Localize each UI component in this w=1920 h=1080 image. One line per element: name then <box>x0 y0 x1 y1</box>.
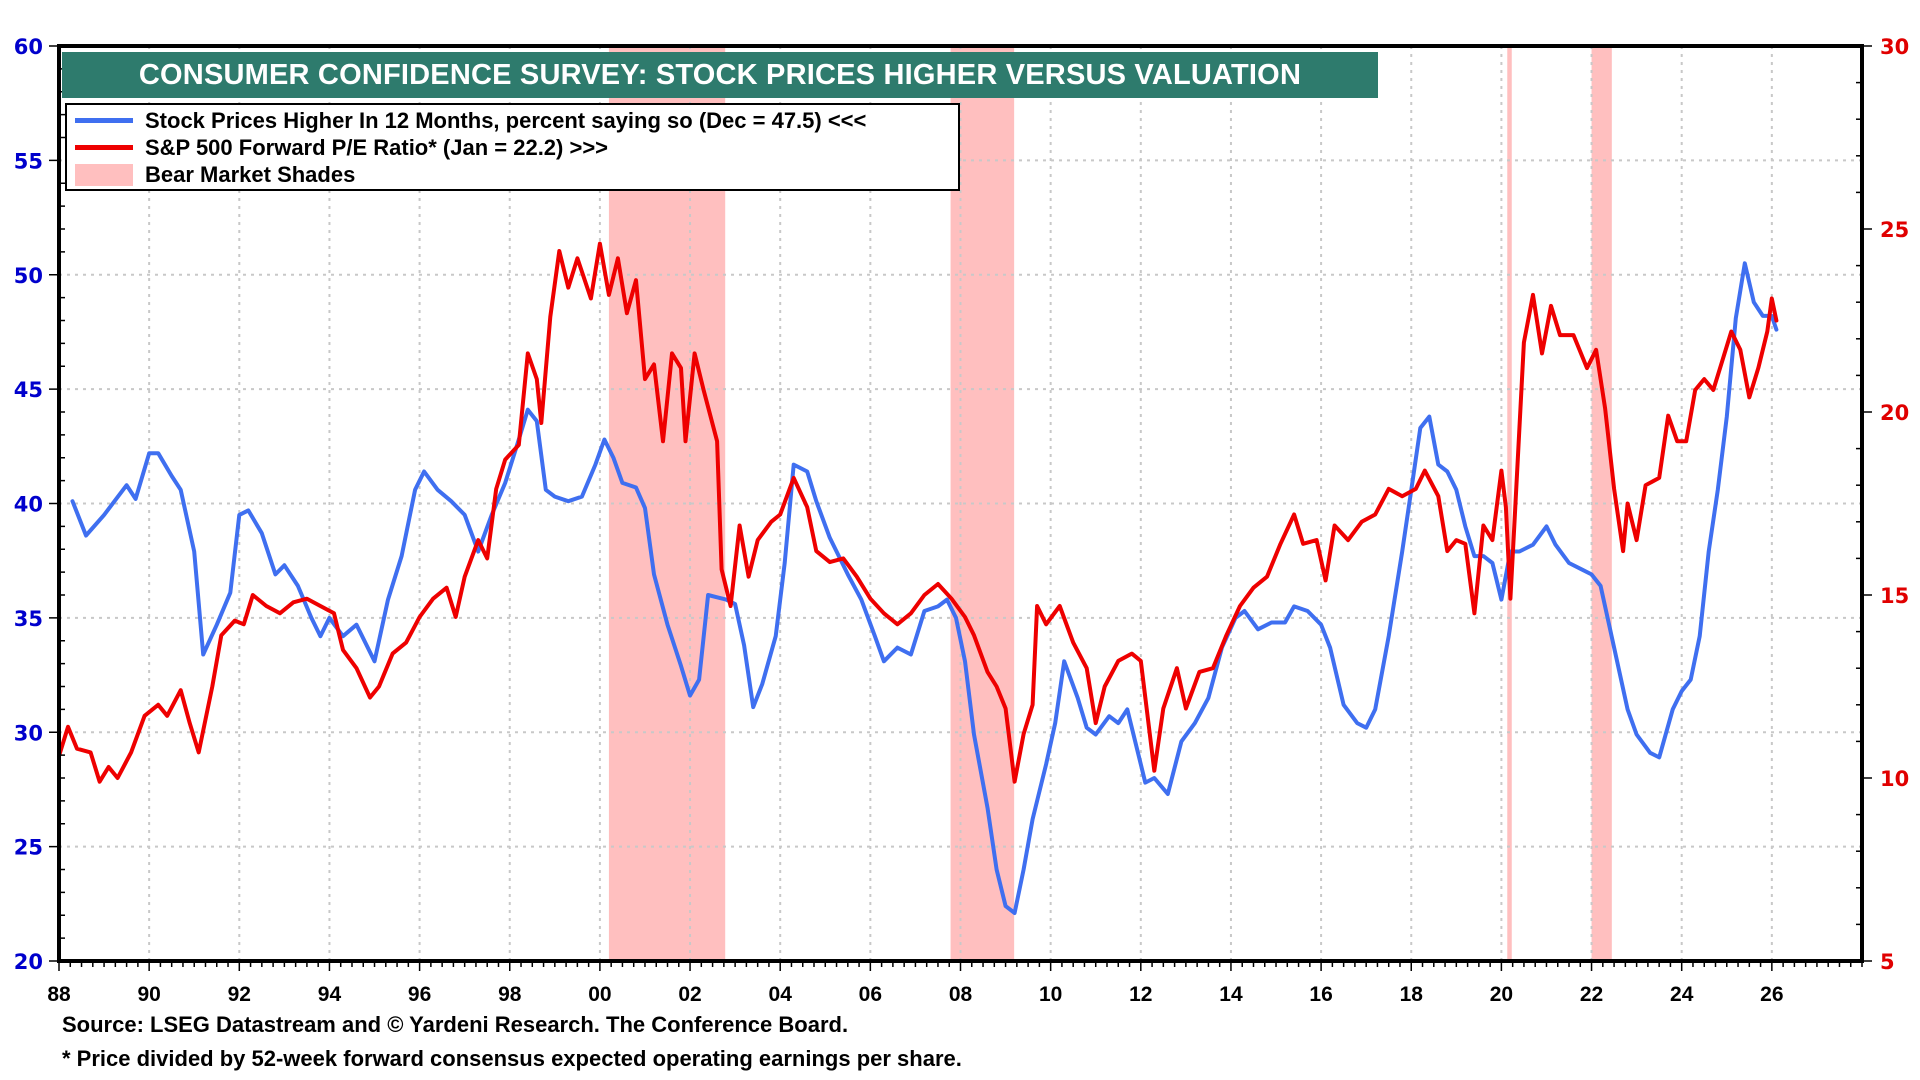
legend-item-bear-market: Bear Market Shades <box>67 161 958 188</box>
right-tick-label: 30 <box>1880 35 1909 59</box>
source-note: Source: LSEG Datastream and © Yardeni Re… <box>62 1012 849 1037</box>
axes <box>49 44 1872 971</box>
x-tick-label: 08 <box>949 983 973 1006</box>
legend: Stock Prices Higher In 12 Months, percen… <box>65 103 960 191</box>
x-tick-label: 20 <box>1490 983 1513 1006</box>
left-tick-label: 20 <box>14 950 43 974</box>
x-tick-label: 98 <box>498 983 522 1006</box>
left-tick-label: 30 <box>14 721 43 745</box>
gridlines <box>59 46 1862 961</box>
legend-label: Bear Market Shades <box>145 161 356 187</box>
left-tick-label: 40 <box>14 493 43 517</box>
x-tick-label: 00 <box>588 983 611 1006</box>
left-tick-label: 35 <box>14 607 43 631</box>
blue-line-swatch-icon <box>75 118 133 123</box>
left-tick-label: 60 <box>14 35 43 59</box>
right-tick-label: 5 <box>1880 950 1895 974</box>
x-tick-label: 10 <box>1039 983 1062 1006</box>
pink-box-swatch-icon <box>75 163 133 186</box>
legend-item-pe-ratio: S&P 500 Forward P/E Ratio* (Jan = 22.2) … <box>67 134 958 161</box>
red-line-swatch-icon <box>75 145 133 150</box>
x-tick-label: 16 <box>1309 983 1332 1006</box>
legend-label: Stock Prices Higher In 12 Months, percen… <box>145 107 867 133</box>
left-tick-label: 45 <box>14 378 43 402</box>
x-tick-label: 24 <box>1670 983 1694 1006</box>
footnote: * Price divided by 52-week forward conse… <box>62 1046 962 1071</box>
left-tick-label: 25 <box>14 836 43 860</box>
x-tick-label: 02 <box>678 983 701 1006</box>
right-tick-label: 25 <box>1880 218 1909 242</box>
tick-labels: 20 25 30 35 40 45 50 55 60 5 10 15 20 25 30 88 90 92 94 96 9… <box>14 35 1909 1006</box>
chart-title: CONSUMER CONFIDENCE SURVEY: STOCK PRICES… <box>62 52 1378 98</box>
forward-pe-line <box>57 241 1779 784</box>
bear-market-2022 <box>1591 46 1612 961</box>
x-tick-label: 12 <box>1129 983 1152 1006</box>
stock-prices-higher-line <box>70 261 1779 915</box>
right-tick-label: 10 <box>1880 767 1909 791</box>
x-tick-label: 22 <box>1580 983 1603 1006</box>
right-tick-label: 20 <box>1880 401 1909 425</box>
x-tick-label: 90 <box>137 983 160 1006</box>
x-tick-label: 06 <box>859 983 882 1006</box>
x-tick-label: 14 <box>1219 983 1243 1006</box>
x-tick-label: 26 <box>1760 983 1783 1006</box>
right-tick-label: 15 <box>1880 584 1909 608</box>
left-tick-label: 55 <box>14 149 43 173</box>
left-tick-label: 50 <box>14 264 43 288</box>
legend-label: S&P 500 Forward P/E Ratio* (Jan = 22.2) … <box>145 134 609 160</box>
series-lines <box>57 241 1779 915</box>
x-tick-label: 18 <box>1400 983 1424 1006</box>
x-tick-label: 92 <box>228 983 251 1006</box>
legend-item-stock-prices: Stock Prices Higher In 12 Months, percen… <box>67 107 958 134</box>
x-tick-label: 04 <box>769 983 793 1006</box>
x-tick-label: 88 <box>47 983 71 1006</box>
x-tick-label: 94 <box>318 983 342 1006</box>
x-tick-label: 96 <box>408 983 431 1006</box>
